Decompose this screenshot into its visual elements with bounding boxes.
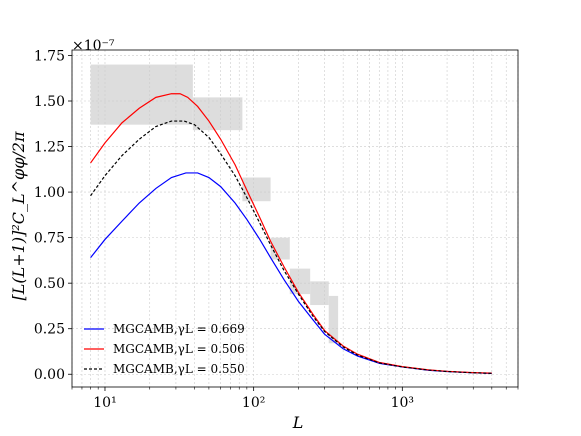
data-boxes	[90, 64, 339, 344]
plot-frame	[71, 49, 519, 388]
x-tick-label-0: 10¹	[93, 395, 116, 411]
legend-label-0506: MGCAMB,γL = 0.506	[113, 342, 245, 356]
legend: MGCAMB,γL = 0.669 MGCAMB,γL = 0.506 MGCA…	[84, 322, 245, 376]
series-lines	[90, 93, 492, 374]
legend-label-0550: MGCAMB,γL = 0.550	[113, 362, 245, 376]
y-tick-label-1: 0.25	[34, 322, 65, 338]
data-box-5	[310, 281, 329, 306]
x-tick-label-1: 10²	[242, 395, 265, 411]
y-multiplier: ×10⁻⁷	[72, 38, 115, 54]
axes	[68, 49, 519, 391]
x-axis-label: L	[292, 413, 304, 432]
y-tick-label-5: 1.25	[34, 140, 65, 156]
legend-label-0669: MGCAMB,γL = 0.669	[113, 322, 245, 336]
y-tick-label-6: 1.50	[34, 94, 65, 110]
series-line-2	[90, 120, 492, 374]
data-box-0	[90, 64, 193, 125]
y-tick-label-4: 1.00	[34, 185, 65, 201]
data-box-1	[192, 97, 243, 131]
y-tick-label-2: 0.50	[34, 276, 65, 292]
y-axis-label: [L(L+1)]²C_L^φφ/2π	[9, 131, 28, 300]
data-box-3	[270, 237, 290, 260]
data-box-4	[289, 268, 311, 295]
tick-labels: 0.00 0.25 0.50 0.75 1.00 1.25 1.50 1.75 10¹ 10² 10…	[34, 48, 414, 411]
y-tick-label-3: 0.75	[34, 231, 65, 247]
y-tick-label-7: 1.75	[34, 48, 65, 64]
y-tick-label-0: 0.00	[34, 367, 65, 383]
x-tick-label-2: 10³	[391, 395, 414, 411]
data-box-6	[328, 295, 339, 344]
grid	[71, 50, 519, 387]
